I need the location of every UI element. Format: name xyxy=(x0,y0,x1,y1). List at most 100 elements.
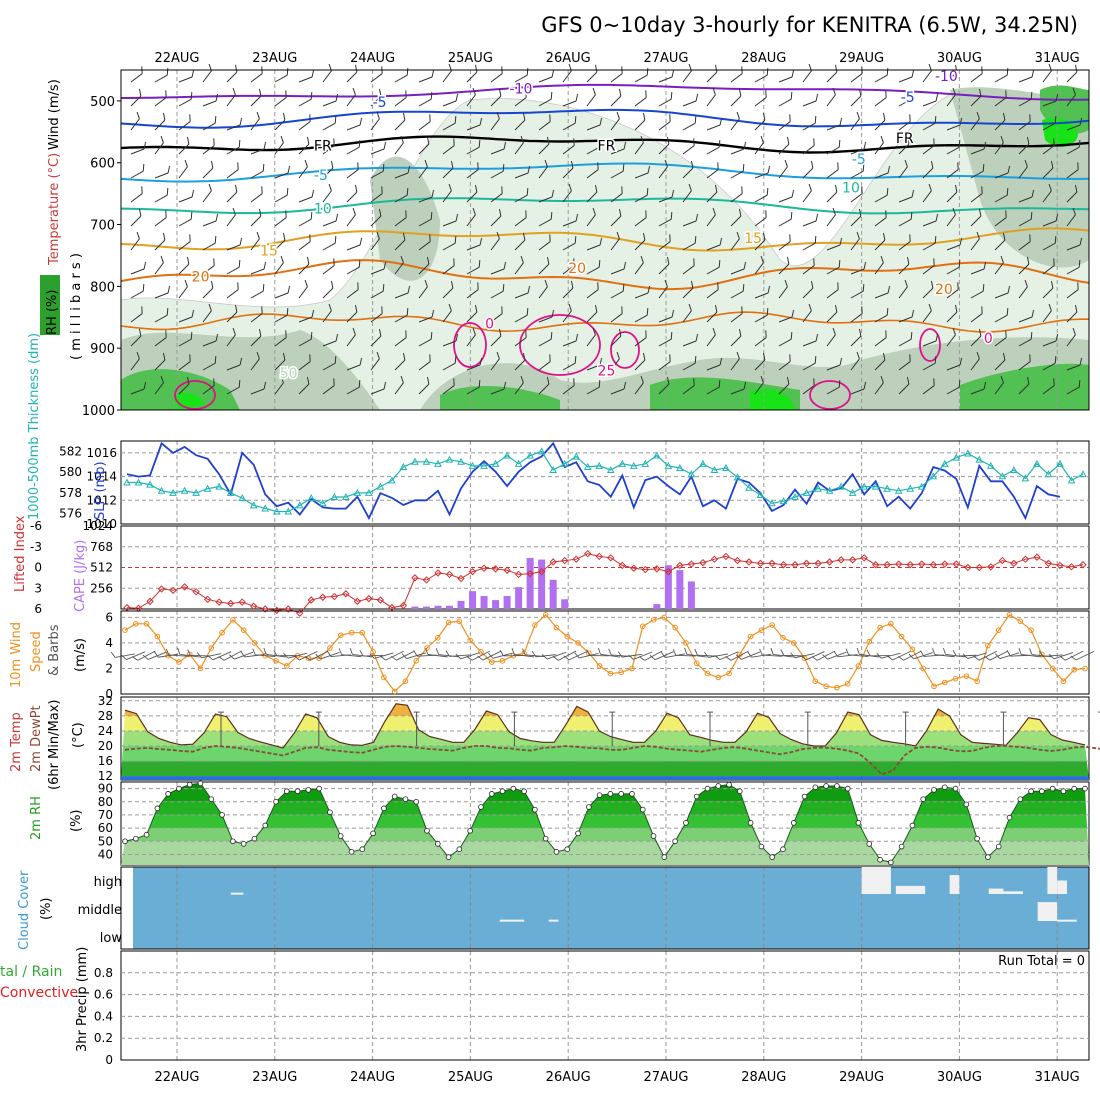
wind10-barb xyxy=(219,646,242,662)
rh-point xyxy=(166,791,171,796)
wind10-barb xyxy=(1060,646,1083,662)
rh-point xyxy=(155,806,160,811)
cape-bar xyxy=(446,606,453,609)
wind-barb xyxy=(822,88,838,106)
wind10-barb xyxy=(834,649,858,658)
wind-barb xyxy=(391,90,409,106)
pressure-tick: 800 xyxy=(90,280,115,295)
wind-barb xyxy=(750,136,766,154)
rh-tick: 40 xyxy=(98,847,113,861)
wind-barb xyxy=(1063,65,1080,82)
wind-barb xyxy=(631,90,649,106)
rh-point xyxy=(479,805,484,810)
contour-label: 0 xyxy=(485,316,494,332)
wind-barb xyxy=(369,142,388,154)
wind-barb xyxy=(800,116,819,130)
wind-barb xyxy=(343,162,361,178)
contour-label: 20 xyxy=(192,269,210,285)
wind-barb xyxy=(415,114,433,130)
wind10-speed-label: Speed xyxy=(29,631,44,672)
wind-barb xyxy=(751,90,769,106)
rh-point xyxy=(748,820,753,825)
wind-barb xyxy=(296,92,315,106)
axis-label-rh: RH (%) xyxy=(45,290,60,335)
chart-title: GFS 0~10day 3-hourly for KENITRA (6.5W, … xyxy=(541,13,1078,37)
cape-bar xyxy=(458,601,465,609)
rh-point xyxy=(177,786,182,791)
rh-point xyxy=(371,831,376,836)
rh-point xyxy=(435,842,440,847)
wind-barb xyxy=(417,70,436,82)
wind-barb xyxy=(870,136,886,154)
contour-label: 15 xyxy=(260,243,278,259)
rh-point xyxy=(781,847,786,852)
slp-line xyxy=(127,443,1060,518)
contour-label: 0 xyxy=(984,331,993,347)
temp2m-unit: (°C) xyxy=(71,722,86,748)
wind-barb xyxy=(127,209,144,226)
wind-tick: 6 xyxy=(105,610,113,624)
precip-panel-frame xyxy=(121,951,1089,1060)
wind-barb xyxy=(681,94,700,106)
wind-barb xyxy=(871,90,889,106)
wind10-barb xyxy=(639,646,662,662)
rh-point xyxy=(673,839,678,844)
rh-point xyxy=(888,860,893,865)
rh-point xyxy=(1061,789,1066,794)
rh-point xyxy=(306,788,311,793)
rh-point xyxy=(835,784,840,789)
bottom-day-label: 26AUG xyxy=(546,1070,591,1085)
rh-point xyxy=(511,786,516,791)
wind-barb xyxy=(247,66,265,82)
contour-label: -5 xyxy=(852,152,866,168)
wind-barb xyxy=(847,66,865,82)
top-day-label: 30AUG xyxy=(937,51,982,66)
li-tick: 6 xyxy=(34,602,42,616)
wind-barb xyxy=(295,257,312,274)
wind-barb xyxy=(753,166,772,178)
rh-point xyxy=(468,828,473,833)
rh-point xyxy=(619,791,624,796)
wind-barb xyxy=(825,118,844,130)
axis-label-millibars: ( m i l l i b a r s ) xyxy=(69,253,84,360)
cape-bar xyxy=(423,607,430,609)
wind-barb xyxy=(727,66,745,82)
rh-point xyxy=(910,823,915,828)
cape-tick: 512 xyxy=(90,561,113,575)
rh-point xyxy=(403,797,408,802)
contour-label: 20 xyxy=(935,282,953,298)
wind-barb xyxy=(126,112,142,130)
wind-barb xyxy=(127,186,145,202)
wind-barb xyxy=(247,209,264,226)
contour-label: 25 xyxy=(598,363,616,379)
wind-barb xyxy=(177,70,196,82)
wind-barb xyxy=(918,64,934,82)
rh-point xyxy=(274,799,279,804)
wind-barb xyxy=(727,89,744,106)
cape-bar xyxy=(504,596,511,609)
wind-barb xyxy=(680,116,699,130)
wind-barb xyxy=(751,113,768,130)
wind-barb xyxy=(270,136,286,154)
li-tick: -6 xyxy=(30,519,42,533)
rh-point xyxy=(295,789,300,794)
wind-barb xyxy=(607,66,625,82)
minmax-label: (6hr Min/Max) xyxy=(47,700,62,790)
temp-tick: 24 xyxy=(98,724,113,738)
wind10-barb xyxy=(132,646,155,662)
cape-bar xyxy=(492,600,499,609)
rh-point xyxy=(986,855,991,860)
temp-base-band xyxy=(123,776,1087,779)
wind-barb xyxy=(199,161,216,178)
wind-barb xyxy=(678,64,694,82)
wind-barb xyxy=(247,186,265,202)
top-day-label: 31AUG xyxy=(1035,51,1080,66)
precip-tick: 0.4 xyxy=(94,1009,113,1023)
rh-point xyxy=(662,855,667,860)
rh-point xyxy=(1072,786,1077,791)
bottom-day-label: 28AUG xyxy=(741,1070,786,1085)
wind-barb xyxy=(200,236,219,250)
rh-point xyxy=(414,799,419,804)
